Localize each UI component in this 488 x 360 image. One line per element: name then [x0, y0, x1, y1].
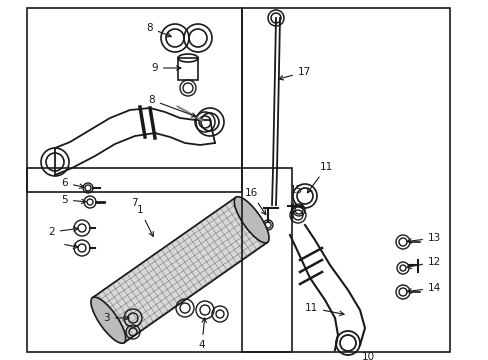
Text: 2: 2: [48, 227, 78, 237]
Ellipse shape: [91, 297, 125, 343]
Bar: [27, 168, 291, 352]
Text: 17: 17: [278, 67, 311, 80]
Text: 4: 4: [198, 318, 206, 350]
Text: 14: 14: [406, 283, 440, 293]
Text: 8: 8: [148, 95, 196, 117]
Ellipse shape: [234, 197, 268, 243]
Text: 11: 11: [307, 162, 332, 193]
Text: 10: 10: [361, 352, 374, 360]
Text: 15: 15: [289, 185, 303, 208]
Bar: [178, 58, 198, 80]
Text: 11: 11: [304, 303, 344, 316]
Text: 1: 1: [137, 205, 153, 237]
Bar: [92, 197, 267, 343]
Text: 12: 12: [406, 257, 440, 269]
Bar: [242, 8, 449, 352]
Text: 7: 7: [130, 198, 137, 208]
Bar: [27, 8, 242, 192]
Text: 8: 8: [146, 23, 171, 37]
Text: 3: 3: [103, 313, 129, 323]
Text: 13: 13: [406, 233, 440, 243]
Text: 9: 9: [151, 63, 181, 73]
Text: 16: 16: [244, 188, 265, 215]
Text: 6: 6: [61, 178, 84, 188]
Text: 5: 5: [61, 195, 86, 205]
